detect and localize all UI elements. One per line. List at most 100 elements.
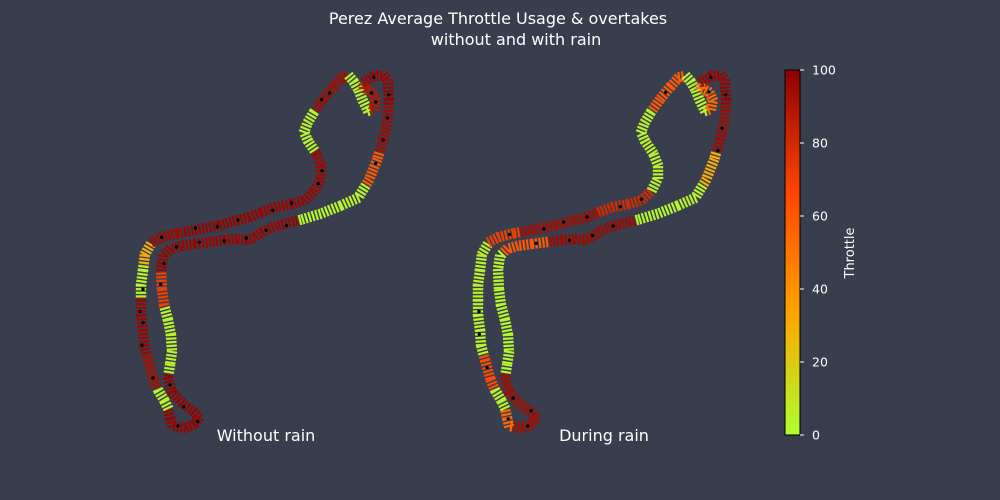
throttle-marker <box>163 321 175 326</box>
throttle-marker <box>503 350 515 354</box>
throttle-marker <box>638 134 649 141</box>
overtake-dot <box>182 405 186 409</box>
throttle-marker <box>581 234 585 246</box>
throttle-marker <box>252 231 261 242</box>
throttle-marker <box>544 221 550 233</box>
throttle-marker <box>718 122 730 128</box>
overtake-dot <box>193 226 198 230</box>
overtake-dot <box>327 91 332 95</box>
throttle-marker <box>188 239 193 250</box>
throttle-marker <box>712 144 724 150</box>
throttle-marker <box>675 200 682 211</box>
throttle-marker <box>290 216 296 228</box>
throttle-marker <box>474 272 485 277</box>
throttle-marker <box>639 137 651 145</box>
panel-during-rain: During rain <box>472 69 732 445</box>
throttle-marker <box>221 218 226 230</box>
throttle-marker <box>148 376 160 384</box>
throttle-marker <box>503 353 514 358</box>
throttle-marker <box>155 272 167 275</box>
throttle-marker <box>677 71 681 83</box>
colorbar-tick-label: 100 <box>812 63 836 78</box>
throttle-marker <box>633 196 639 208</box>
throttle-marker <box>217 219 223 231</box>
panel-without-rain: Without rain <box>135 69 395 445</box>
throttle-marker <box>148 236 156 248</box>
throttle-marker <box>149 380 161 387</box>
throttle-marker <box>317 208 323 220</box>
throttle-marker <box>482 368 494 374</box>
throttle-marker <box>654 208 660 220</box>
overtake-dot <box>381 138 385 142</box>
throttle-marker <box>256 207 264 219</box>
throttle-marker <box>702 85 710 96</box>
throttle-marker <box>231 215 237 227</box>
throttle-marker <box>353 88 365 94</box>
throttle-marker <box>501 324 512 330</box>
throttle-marker <box>137 272 148 277</box>
track-without-rain <box>135 69 395 434</box>
throttle-marker <box>380 126 392 131</box>
throttle-marker <box>181 240 186 251</box>
throttle-marker <box>716 69 720 81</box>
colorbar-tick-label: 20 <box>812 355 828 370</box>
throttle-marker <box>503 348 515 351</box>
throttle-marker <box>163 370 175 374</box>
throttle-marker <box>382 112 394 116</box>
throttle-marker <box>528 419 534 431</box>
throttle-marker <box>156 279 167 283</box>
throttle-marker <box>654 96 665 105</box>
throttle-marker <box>499 375 511 381</box>
throttle-marker <box>648 105 658 113</box>
throttle-marker <box>344 71 354 81</box>
throttle-marker <box>165 337 177 340</box>
overtake-dot <box>507 232 512 237</box>
throttle-marker <box>151 235 159 246</box>
throttle-marker <box>511 395 521 405</box>
throttle-marker <box>328 82 338 92</box>
throttle-marker <box>716 129 728 135</box>
throttle-marker <box>708 157 720 163</box>
throttle-marker <box>259 206 265 218</box>
throttle-marker <box>541 237 546 248</box>
throttle-marker <box>164 324 175 330</box>
throttle-marker <box>515 398 523 408</box>
throttle-marker <box>161 401 172 409</box>
throttle-marker <box>161 313 173 318</box>
throttle-marker <box>493 288 505 292</box>
throttle-marker <box>477 350 489 356</box>
throttle-marker <box>326 85 336 94</box>
throttle-marker <box>590 208 597 220</box>
throttle-marker <box>488 235 496 246</box>
throttle-marker <box>494 291 505 296</box>
throttle-marker <box>665 82 675 92</box>
throttle-marker <box>670 202 677 213</box>
throttle-marker <box>599 205 606 217</box>
throttle-marker <box>699 179 710 187</box>
throttle-marker <box>321 91 332 100</box>
throttle-marker <box>627 216 633 228</box>
throttle-marker <box>639 118 651 126</box>
throttle-marker <box>158 302 170 308</box>
throttle-marker <box>602 204 609 215</box>
throttle-marker <box>156 264 167 269</box>
throttle-marker <box>379 129 391 135</box>
throttle-marker <box>504 387 514 397</box>
overtake-dot <box>585 215 589 219</box>
throttle-marker <box>647 210 653 222</box>
throttle-marker <box>706 163 717 170</box>
throttle-marker <box>381 122 393 128</box>
overtake-dot <box>197 240 201 244</box>
throttle-marker <box>548 220 553 232</box>
throttle-marker <box>312 155 324 162</box>
throttle-marker <box>139 250 151 258</box>
throttle-marker <box>302 137 314 145</box>
overtake-dot <box>196 419 200 424</box>
throttle-marker <box>189 407 199 417</box>
throttle-marker <box>163 408 174 414</box>
throttle-marker <box>331 79 342 88</box>
overtake-dot <box>506 417 510 421</box>
throttle-marker <box>657 207 664 218</box>
throttle-marker <box>276 219 282 231</box>
